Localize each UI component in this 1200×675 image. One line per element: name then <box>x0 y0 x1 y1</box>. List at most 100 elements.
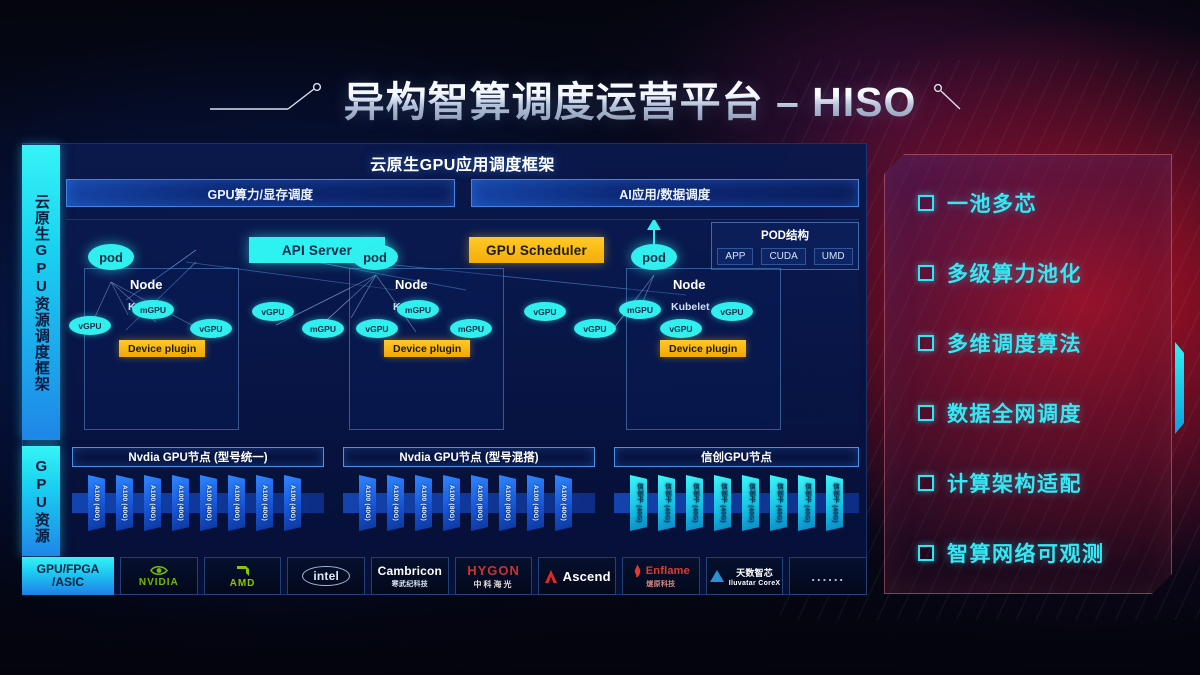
vendor-nvidia[interactable]: NVIDIA <box>120 557 198 595</box>
vendor-name: 天数智芯 <box>736 567 773 578</box>
kubelet-label-3: Kubelet <box>671 301 710 313</box>
feature-label: 一池多芯 <box>947 193 1037 216</box>
checkbox-icon <box>918 195 934 211</box>
feature-label: 计算架构适配 <box>947 473 1082 496</box>
device-plugin-2[interactable]: Device plugin <box>384 340 471 357</box>
gpu-card[interactable]: 信创卡 (40G) <box>826 475 843 531</box>
node-title-2: Node <box>395 277 428 292</box>
gpu-scheduler-box[interactable]: GPU Scheduler <box>469 237 604 263</box>
feature-item-6[interactable]: 智算网络可观测 <box>918 538 1158 568</box>
band-label-cloudnative-text: 云原生GPU资源调度框架 <box>32 193 50 392</box>
vendor-cambricon[interactable]: Cambricon 寒武纪科技 <box>371 557 449 595</box>
gpu-card[interactable]: A100 (80G) <box>471 475 488 531</box>
gpu-card-label: A100 (40G) <box>149 485 156 521</box>
gpu-card[interactable]: A100 (80G) <box>499 475 516 531</box>
vgpu-oval[interactable]: vGPU <box>356 319 398 338</box>
feature-panel-accent-bar <box>1175 342 1184 434</box>
gpu-card-label: A100 (40G) <box>121 485 128 521</box>
gpu-card[interactable]: A100 (40G) <box>144 475 161 531</box>
gpu-card[interactable]: 信创卡 (40G) <box>770 475 787 531</box>
vgpu-oval[interactable]: vGPU <box>660 319 702 338</box>
gpu-card[interactable]: A100 (40G) <box>415 475 432 531</box>
gpu-card-label: A100 (40G) <box>205 485 212 521</box>
feature-item-3[interactable]: 多维调度算法 <box>918 328 1158 358</box>
vendor-sub: 燧原科技 <box>646 580 676 588</box>
pill-gpu-compute[interactable]: GPU算力/显存调度 <box>66 179 455 207</box>
vgpu-oval[interactable]: vGPU <box>711 302 753 321</box>
gpu-card[interactable]: 信创卡 (40G) <box>630 475 647 531</box>
vendor-intel[interactable]: intel <box>287 557 366 595</box>
gpu-card[interactable]: 信创卡 (40G) <box>798 475 815 531</box>
band-label-cloudnative: 云原生GPU资源调度框架 <box>22 145 60 440</box>
feature-item-2[interactable]: 多级算力池化 <box>918 258 1158 288</box>
gpu-node-header-2: Nvdia GPU节点 (型号混搭) <box>343 447 595 467</box>
rail-bar <box>614 493 859 513</box>
gpu-card[interactable]: 信创卡 (40G) <box>742 475 759 531</box>
title-left-ornament <box>209 83 330 113</box>
pill-ai-data[interactable]: AI应用/数据调度 <box>470 179 859 207</box>
pod-cell-umd: UMD <box>813 248 853 265</box>
gpu-card[interactable]: A100 (40G) <box>88 475 105 531</box>
band-label-gpuresource-text: GPU资源 <box>32 458 50 544</box>
device-plugin-3[interactable]: Device plugin <box>660 340 747 357</box>
gpu-card[interactable]: 信创卡 (40G) <box>658 475 675 531</box>
feature-item-1[interactable]: 一池多芯 <box>918 188 1158 218</box>
gpu-card-label: A100 (40G) <box>93 485 100 521</box>
gpu-card-label: A100 (80G) <box>476 485 483 521</box>
gpu-card[interactable]: A100 (40G) <box>359 475 376 531</box>
node-title-3: Node <box>673 277 706 292</box>
vendor-ascend[interactable]: Ascend <box>538 557 617 595</box>
feature-item-4[interactable]: 数据全网调度 <box>918 398 1158 428</box>
mgpu-oval[interactable]: mGPU <box>450 319 492 338</box>
scheduling-pane: API Server GPU Scheduler POD结构 APP CUDA … <box>66 219 859 439</box>
vendor-category-line1: GPU/FPGA <box>36 561 100 576</box>
mgpu-oval[interactable]: mGPU <box>132 300 174 319</box>
feature-label: 智算网络可观测 <box>947 543 1105 566</box>
mgpu-oval[interactable]: mGPU <box>619 300 661 319</box>
gpu-card[interactable]: 信创卡 (40G) <box>686 475 703 531</box>
gpu-card[interactable]: A100 (40G) <box>116 475 133 531</box>
pod-oval-2[interactable]: pod <box>352 244 398 270</box>
mgpu-oval[interactable]: mGPU <box>397 300 439 319</box>
feature-item-5[interactable]: 计算架构适配 <box>918 468 1158 498</box>
vendor-enflame[interactable]: Enflame 燧原科技 <box>622 557 700 595</box>
vendor-hygon[interactable]: HYGON 中科海光 <box>454 557 533 595</box>
vgpu-oval[interactable]: vGPU <box>190 319 232 338</box>
checkbox-icon <box>918 545 934 561</box>
vendor-name: Ascend <box>562 568 611 584</box>
device-plugin-1[interactable]: Device plugin <box>119 340 206 357</box>
gpu-card[interactable]: A100 (80G) <box>443 475 460 531</box>
vendor-more[interactable]: ...... <box>789 557 868 595</box>
gpu-card[interactable]: A100 (40G) <box>172 475 189 531</box>
pod-oval-1[interactable]: pod <box>88 244 134 270</box>
gpu-card[interactable]: A100 (40G) <box>527 475 544 531</box>
vgpu-oval[interactable]: vGPU <box>524 302 566 321</box>
vgpu-oval[interactable]: vGPU <box>69 316 111 335</box>
node-title-1: Node <box>130 277 163 292</box>
page-title: 异构智算调度运营平台 – HISO <box>344 68 917 128</box>
gpu-card[interactable]: A100 (40G) <box>387 475 404 531</box>
gpu-card-rail-3: 信创卡 (40G) 信创卡 (40G) 信创卡 (40G) 信创卡 (40G) … <box>614 475 859 531</box>
enflame-flame-icon <box>634 563 641 577</box>
gpu-card[interactable]: A100 (40G) <box>228 475 245 531</box>
vendor-iluvatar[interactable]: 天数智芯 Iluvatar CoreX <box>705 557 784 595</box>
iluvatar-mountain-icon <box>709 570 724 582</box>
feature-panel-frame <box>884 154 1172 594</box>
vendor-name: intel <box>302 566 351 586</box>
architecture-board: 云原生GPU资源调度框架 GPU资源 云原生GPU应用调度框架 GPU算力/显存… <box>22 143 867 595</box>
vendor-amd[interactable]: AMD <box>203 557 282 595</box>
gpu-card[interactable]: A100 (40G) <box>555 475 572 531</box>
gpu-card-label: A100 (80G) <box>448 485 455 521</box>
mgpu-oval[interactable]: mGPU <box>302 319 344 338</box>
gpu-node-header-1: Nvdia GPU节点 (型号统一) <box>72 447 324 467</box>
vendor-name: Enflame <box>645 564 690 577</box>
gpu-card-label: 信创卡 (40G) <box>691 483 699 523</box>
vgpu-oval[interactable]: vGPU <box>574 319 616 338</box>
amd-arrow-icon <box>236 565 249 576</box>
gpu-card[interactable]: 信创卡 (40G) <box>714 475 731 531</box>
gpu-card[interactable]: A100 (40G) <box>200 475 217 531</box>
gpu-card[interactable]: A100 (40G) <box>256 475 273 531</box>
vgpu-oval[interactable]: vGPU <box>252 302 294 321</box>
gpu-card[interactable]: A100 (40G) <box>284 475 301 531</box>
pod-oval-3[interactable]: pod <box>631 244 677 270</box>
